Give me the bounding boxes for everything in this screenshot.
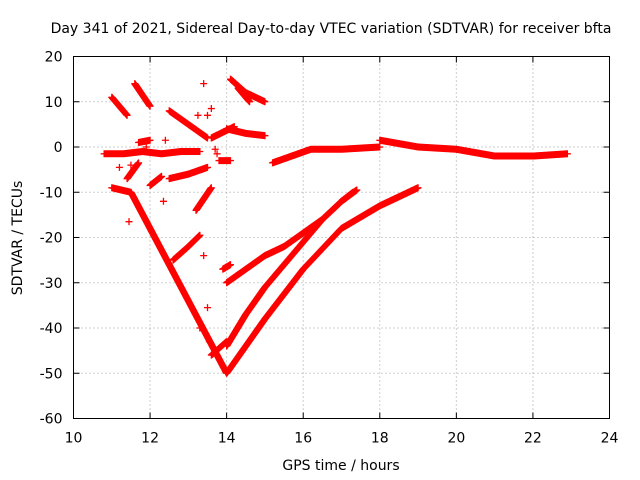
series-arc-j: [108, 93, 131, 119]
y-tick-label: 10: [45, 95, 63, 111]
x-tick-label: 18: [371, 431, 389, 447]
y-tick-label: -30: [40, 276, 63, 292]
axes: 10 12 14 16 18 20 22 24 -60 -50 -40 -30 -20 -10 0 10 20: [40, 50, 619, 447]
series-arc-k: [169, 231, 204, 264]
y-tick-label: -50: [40, 366, 63, 382]
y-tick-label: -60: [40, 412, 63, 428]
y-axis-label: SDTVAR / TECUs: [10, 181, 26, 296]
x-tick-label: 16: [294, 431, 312, 447]
data-marks: [100, 75, 571, 377]
series-arc-r: [146, 172, 166, 189]
chart-title: Day 341 of 2021, Sidereal Day-to-day VTE…: [51, 21, 612, 37]
series-arc-c: [223, 188, 357, 287]
series-arc-s: [207, 123, 238, 142]
x-tick-label: 14: [218, 431, 236, 447]
series-arc-e: [376, 136, 571, 160]
series-scatter-pts: [115, 80, 221, 346]
x-tick-label: 24: [601, 431, 619, 447]
y-tick-label: -40: [40, 321, 63, 337]
series-arc-h: [165, 107, 211, 142]
series-arc-q: [123, 159, 143, 183]
x-axis-label: GPS time / hours: [282, 458, 399, 474]
y-tick-label: -10: [40, 185, 63, 201]
x-tick-label: 12: [141, 431, 159, 447]
series-arc-m: [207, 338, 231, 359]
series-arc-l: [165, 163, 211, 183]
x-tick-label: 22: [524, 431, 542, 447]
series-arc-d: [269, 143, 384, 167]
y-tick-label: 20: [45, 50, 63, 66]
series-arc-n: [219, 261, 234, 273]
y-tick-label: 0: [54, 140, 63, 156]
x-tick-label: 20: [447, 431, 465, 447]
series-arc-a: [108, 184, 422, 377]
series-arc-i: [131, 80, 154, 110]
series-arc-o: [234, 84, 254, 106]
series-dense-b: [135, 136, 154, 146]
series-dense-c: [215, 157, 234, 165]
x-tick-label: 10: [65, 431, 83, 447]
y-tick-label: -20: [40, 231, 63, 247]
series-arc-p: [192, 184, 215, 214]
